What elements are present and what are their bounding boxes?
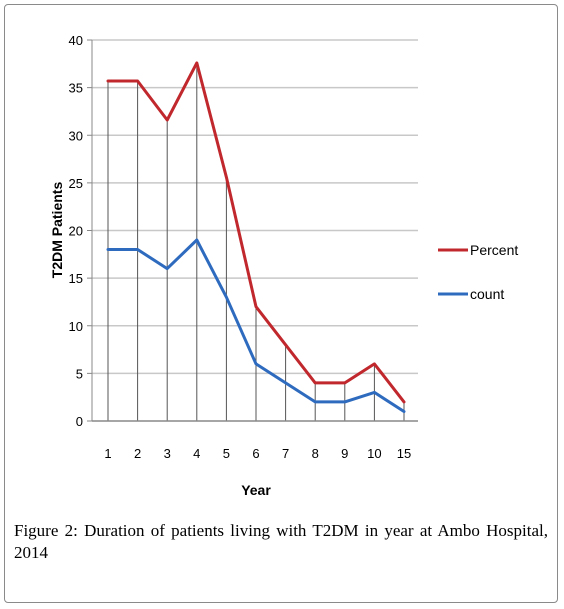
x-tick-label: 1: [104, 446, 111, 461]
x-tick-label: 7: [282, 446, 289, 461]
x-tick-label: 15: [397, 446, 411, 461]
chart-axes: 0 5 10 15 20 25 30 35 40 1 2 3 4 5 6 7 8 9 10 15: [69, 33, 418, 461]
x-tick-label: 8: [312, 446, 319, 461]
x-tick-label: 6: [252, 446, 259, 461]
series-line-count: [106, 238, 406, 413]
chart-grid: [92, 39, 418, 375]
y-axis-title: T2DM Patients: [49, 182, 65, 279]
figure-frame: [4, 4, 558, 603]
y-tick-label: 35: [69, 81, 83, 96]
chart-legend: Percent count: [438, 242, 518, 302]
y-tick-label: 10: [69, 319, 83, 334]
legend-label: Percent: [470, 242, 518, 258]
y-tick-label: 20: [69, 224, 83, 239]
y-tick-label: 30: [69, 128, 83, 143]
y-tick-label: 40: [69, 33, 83, 48]
x-tick-label: 3: [164, 446, 171, 461]
y-tick-label: 5: [76, 366, 83, 381]
legend-label: count: [470, 286, 504, 302]
figure-caption: Figure 2: Duration of patients living wi…: [14, 521, 548, 562]
x-tick-label: 10: [367, 446, 381, 461]
y-tick-label: 0: [76, 414, 83, 429]
drop-lines: [107, 62, 405, 421]
x-tick-label: 5: [223, 446, 230, 461]
x-axis-title: Year: [241, 482, 271, 498]
y-tick-label: 15: [69, 271, 83, 286]
x-tick-label: 4: [193, 446, 200, 461]
chart-series: [106, 61, 406, 413]
x-tick-label: 9: [341, 446, 348, 461]
series-line-percent: [106, 61, 406, 404]
y-tick-label: 25: [69, 176, 83, 191]
x-tick-label: 2: [134, 446, 141, 461]
